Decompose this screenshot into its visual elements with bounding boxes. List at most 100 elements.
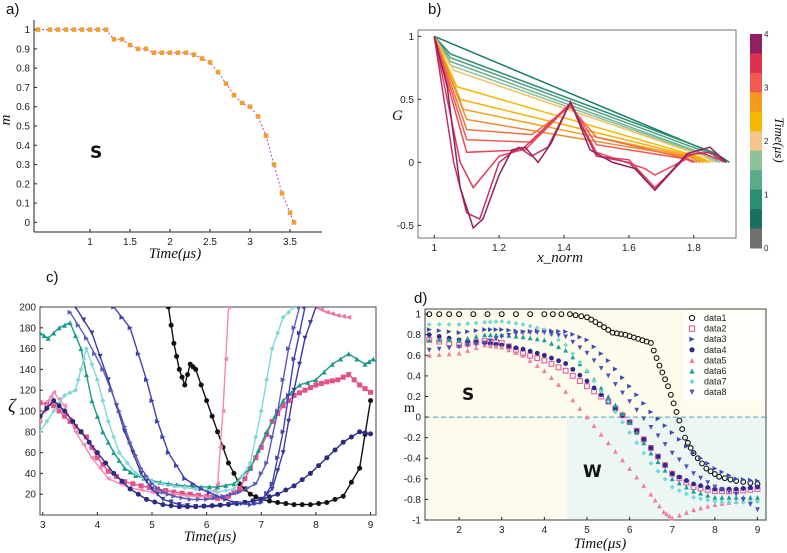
data-point: [231, 470, 237, 476]
data-point: [733, 476, 739, 482]
data-point: [67, 320, 73, 326]
data-point: [493, 332, 499, 338]
data-point: [127, 439, 133, 445]
data-point: [209, 413, 215, 419]
zeta-series-black: [167, 307, 372, 506]
data-point: [426, 327, 432, 332]
data-point: [648, 450, 654, 456]
data-point: [584, 368, 590, 374]
data-point: [487, 319, 493, 325]
data-point: [689, 347, 695, 353]
g-curve-t11: [433, 36, 698, 164]
g-curve-t16: [433, 36, 727, 230]
data-point: [264, 431, 270, 437]
data-point: [669, 430, 675, 435]
data-point: [78, 429, 84, 435]
data-point: [699, 460, 706, 467]
data-point: [182, 492, 188, 498]
data-point: [362, 361, 368, 367]
data-point: [667, 391, 674, 398]
data-point: [108, 387, 114, 393]
y-tick-label: 0: [415, 413, 421, 424]
data-point: [661, 509, 667, 515]
data-point: [670, 400, 677, 407]
y-tick-label: 1: [408, 32, 414, 43]
x-tick-label: 7: [258, 520, 264, 531]
data-point: [119, 36, 125, 42]
data-point: [558, 311, 565, 318]
data-point: [368, 431, 374, 437]
panel-b-label: b): [428, 1, 441, 18]
data-point: [217, 444, 223, 450]
data-point: [41, 333, 47, 339]
data-point: [676, 474, 682, 480]
data-point: [755, 507, 760, 513]
data-point: [691, 481, 696, 487]
data-point: [340, 439, 346, 445]
x-tick-label: 7: [669, 525, 675, 536]
data-point: [40, 330, 43, 336]
data-point: [182, 484, 188, 490]
data-point: [612, 382, 618, 387]
data-point: [662, 376, 669, 383]
colorbar-band: [750, 92, 762, 113]
data-point: [335, 377, 341, 383]
data-point: [707, 468, 714, 475]
data-point: [570, 339, 576, 345]
data-point: [247, 491, 253, 497]
g-curve-t1: [433, 35, 730, 164]
colorbar-band: [750, 189, 762, 210]
data-point: [473, 320, 479, 326]
data-point: [67, 418, 73, 424]
data-point: [264, 490, 270, 496]
data-point: [62, 403, 68, 409]
data-point: [456, 330, 462, 336]
data-point: [584, 383, 590, 390]
data-point: [149, 486, 155, 492]
data-point: [165, 450, 171, 456]
data-point: [527, 358, 533, 363]
data-point: [499, 318, 505, 324]
data-point: [733, 491, 739, 497]
data-point: [174, 353, 180, 359]
data-point: [578, 313, 585, 320]
data-point: [627, 430, 632, 435]
data-point: [209, 503, 215, 509]
data-point: [705, 492, 711, 498]
legend-entry: data8: [704, 387, 727, 397]
data-point: [111, 307, 117, 310]
y-tick-label: -1: [412, 516, 421, 527]
data-point: [40, 400, 43, 406]
panel-c-frame: [39, 306, 377, 516]
data-point: [446, 311, 453, 318]
data-point: [89, 398, 95, 404]
data-point: [225, 460, 231, 466]
data-point: [348, 479, 354, 485]
data-point: [662, 462, 668, 468]
data-point: [456, 322, 462, 327]
data-point: [676, 436, 682, 442]
panel-c-y-ticks: 20 40 60 80 100 120 140 160 180 200: [19, 303, 43, 501]
data-point: [168, 503, 174, 509]
data-point: [51, 408, 57, 414]
data-point: [733, 500, 739, 505]
data-point: [239, 100, 245, 106]
data-point: [89, 444, 95, 450]
data-point: [119, 478, 125, 484]
data-point: [487, 332, 493, 338]
data-point: [100, 462, 106, 468]
data-point: [655, 433, 661, 439]
data-point: [726, 489, 732, 495]
data-point: [656, 362, 663, 369]
x-tick-label: 1: [87, 237, 93, 248]
data-point: [698, 455, 704, 461]
data-point: [40, 429, 43, 435]
data-point: [215, 484, 221, 490]
data-point: [247, 104, 253, 110]
data-point: [755, 478, 760, 484]
data-point: [190, 483, 196, 489]
y-tick-label: -0.8: [404, 495, 422, 506]
data-point: [62, 413, 68, 419]
data-point: [664, 511, 669, 517]
data-point: [149, 481, 155, 487]
